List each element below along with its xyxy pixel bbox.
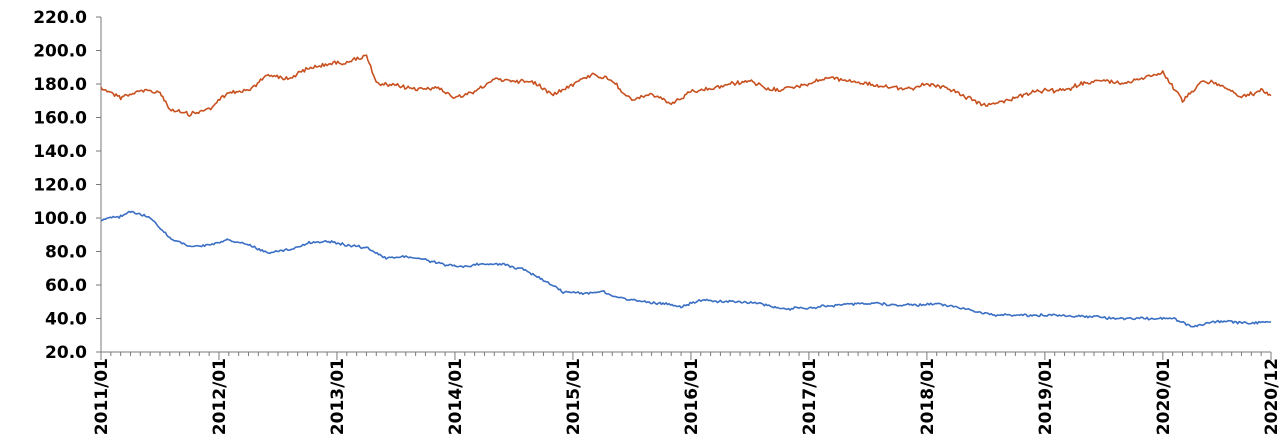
y-tick-label: 80.0	[45, 243, 87, 263]
y-tick-label: 20.0	[45, 343, 87, 363]
x-tick-label: 2020/12	[1262, 358, 1282, 435]
x-tick-label: 2015/01	[564, 358, 584, 435]
y-tick-label: 60.0	[45, 276, 87, 296]
x-tick-label: 2016/01	[682, 358, 702, 435]
y-tick-label: 40.0	[45, 310, 87, 330]
y-tick-label: 200.0	[33, 42, 87, 62]
y-tick-label: 140.0	[33, 142, 87, 162]
y-tick-label: 180.0	[33, 75, 87, 95]
axes: 20.0 40.0 60.0 80.0 100.0 120.0 140.0 160.0 180.…	[33, 8, 1282, 435]
y-tick-label: 120.0	[33, 176, 87, 196]
y-tick-label: 220.0	[33, 8, 87, 28]
series-line-1	[100, 54, 1272, 117]
y-tick-label: 160.0	[33, 109, 87, 129]
x-tick-label: 2019/01	[1036, 358, 1056, 435]
x-tick-label: 2012/01	[210, 358, 230, 435]
x-tick-label: 2017/01	[800, 358, 820, 435]
x-tick-label: 2018/01	[918, 358, 938, 435]
series-layer	[100, 54, 1272, 328]
x-tick-label: 2011/01	[92, 358, 112, 435]
x-tick-label: 2014/01	[446, 358, 466, 435]
x-tick-label: 2020/01	[1154, 358, 1174, 435]
y-tick-label: 100.0	[33, 209, 87, 229]
x-tick-label: 2013/01	[328, 358, 348, 435]
series-line-2	[100, 210, 1272, 328]
